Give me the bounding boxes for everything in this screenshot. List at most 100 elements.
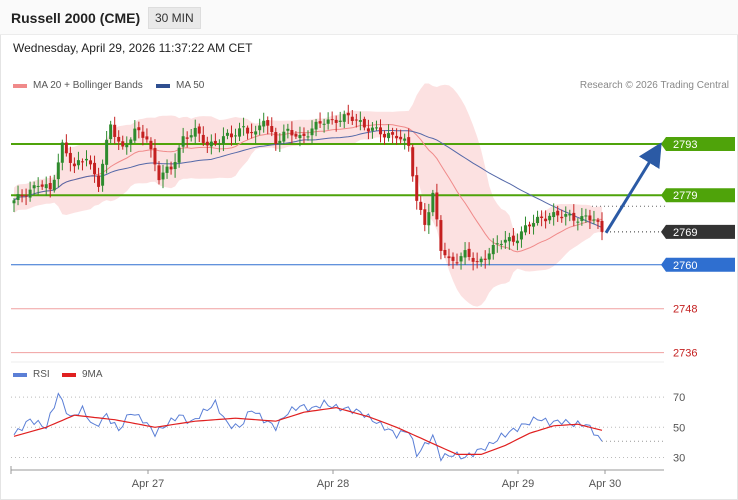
- candle-body: [383, 133, 387, 138]
- candle-body: [338, 120, 342, 122]
- candle-body: [395, 135, 399, 139]
- chart-header: Russell 2000 (CME) 30 MIN: [0, 0, 738, 35]
- legend-rsi-label: RSI: [33, 369, 50, 380]
- candle-body: [205, 141, 209, 146]
- level-label-2736: 2736: [673, 348, 697, 360]
- candle-body: [560, 216, 564, 219]
- candle-body: [491, 244, 495, 255]
- bollinger-band-layer: [14, 83, 602, 307]
- candle-body: [157, 165, 161, 181]
- candle-body: [572, 212, 576, 221]
- candle-body: [407, 137, 411, 146]
- candle-body: [592, 219, 596, 221]
- candle-body: [475, 261, 479, 263]
- candle-body: [483, 258, 487, 260]
- candle-body: [141, 131, 145, 138]
- candle-body: [411, 147, 415, 177]
- candle-body: [229, 133, 233, 138]
- level-badge-text: 2769: [673, 227, 697, 239]
- legend-ma50-label: MA 50: [176, 80, 205, 91]
- x-tick-label: Apr 27: [132, 478, 164, 490]
- candle-body: [286, 128, 290, 131]
- research-credit: Research © 2026 Trading Central: [579, 80, 729, 91]
- candle-body: [20, 194, 24, 197]
- level-badge-2760: 2760: [661, 257, 735, 272]
- candle-body: [80, 161, 84, 163]
- level-badge-2793: 2793: [661, 136, 735, 151]
- legend-bollinger: MA 20 + Bollinger Bands: [13, 80, 143, 91]
- candle-body: [540, 216, 544, 219]
- legend-rsi-ma-label: 9MA: [82, 369, 103, 380]
- candle-body: [193, 127, 197, 137]
- rsi-ma-swatch: [62, 372, 76, 377]
- candle-body: [189, 135, 193, 138]
- candle-body: [415, 175, 419, 201]
- candle-body: [391, 132, 395, 135]
- candle-body: [378, 127, 382, 135]
- legend-rsi: RSI: [13, 369, 50, 380]
- candle-body: [76, 160, 80, 166]
- ma50-swatch: [156, 83, 170, 88]
- chart-datetime: Wednesday, April 29, 2026 11:37:22 AM CE…: [13, 41, 253, 55]
- candle-body: [278, 140, 282, 144]
- candle-body: [133, 128, 137, 141]
- candle-body: [532, 223, 536, 227]
- candle-body: [213, 140, 217, 144]
- candle-body: [362, 118, 366, 128]
- candle-body: [322, 123, 326, 125]
- candle-body: [109, 124, 113, 140]
- candle-body: [374, 127, 378, 129]
- candle-body: [113, 124, 117, 137]
- candle-body: [56, 162, 60, 180]
- candle-body: [342, 114, 346, 122]
- candle-body: [165, 166, 169, 173]
- candle-body: [399, 136, 403, 140]
- candle-body: [370, 127, 374, 131]
- candle-body: [225, 132, 229, 136]
- candle-body: [48, 183, 52, 190]
- candle-body: [16, 194, 20, 200]
- candle-body: [105, 139, 109, 165]
- candle-body: [326, 119, 330, 124]
- x-tick-label: Apr 30: [589, 478, 621, 490]
- candle-body: [298, 135, 302, 139]
- level-badge-2779: 2779: [661, 188, 735, 203]
- interval-badge[interactable]: 30 MIN: [148, 7, 201, 29]
- candle-body: [519, 231, 523, 240]
- bollinger-swatch: [13, 83, 27, 88]
- candle-body: [145, 136, 149, 140]
- candle-body: [423, 209, 427, 225]
- candle-body: [556, 210, 560, 216]
- candle-body: [36, 185, 40, 187]
- candle-body: [262, 120, 266, 127]
- candle-body: [44, 184, 48, 189]
- candle-body: [129, 139, 133, 144]
- candles: [12, 104, 604, 271]
- rsi-tick-label: 70: [673, 392, 685, 404]
- candle-body: [314, 121, 318, 130]
- candle-body: [358, 120, 362, 122]
- candle-body: [266, 120, 270, 126]
- legend-rsi-ma: 9MA: [62, 369, 103, 380]
- candle-body: [455, 262, 459, 264]
- candle-body: [596, 220, 600, 222]
- candle-body: [28, 189, 32, 198]
- candle-body: [443, 249, 447, 256]
- candle-body: [254, 131, 258, 135]
- level-badge-text: 2793: [673, 139, 697, 151]
- candle-body: [435, 192, 439, 220]
- candle-body: [177, 147, 181, 163]
- candle-body: [209, 141, 213, 147]
- candle-body: [274, 132, 278, 144]
- candle-body: [528, 224, 532, 227]
- candle-body: [306, 136, 310, 138]
- candle-body: [12, 200, 16, 204]
- candle-body: [511, 235, 515, 242]
- level-badge-text: 2779: [673, 190, 697, 202]
- instrument-title: Russell 2000 (CME): [11, 10, 141, 26]
- candle-body: [302, 133, 306, 136]
- legend-ma50: MA 50: [156, 80, 204, 91]
- level-badge-text: 2760: [673, 260, 697, 272]
- candle-body: [52, 179, 56, 191]
- candle-body: [576, 221, 580, 223]
